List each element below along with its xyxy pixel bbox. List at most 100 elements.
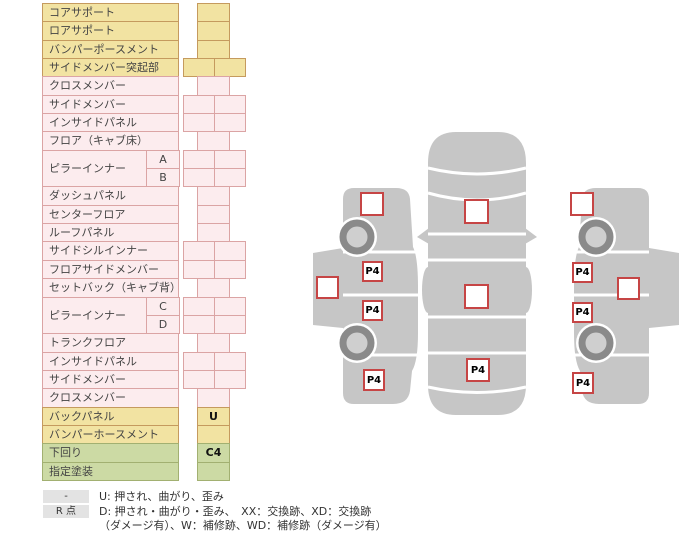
damage-cell[interactable]: C4 bbox=[197, 443, 230, 463]
damage-cell[interactable] bbox=[214, 149, 246, 170]
marker-right-side-roof-side[interactable] bbox=[617, 277, 640, 300]
part-sub-label: D bbox=[146, 314, 180, 335]
part-label: サイドメンバー bbox=[42, 369, 179, 390]
part-label: ピラーインナー bbox=[42, 296, 147, 335]
part-label: バンパーホースメント bbox=[42, 424, 179, 445]
damage-cell[interactable] bbox=[197, 223, 230, 243]
part-label: ダッシュパネル bbox=[42, 186, 179, 206]
damage-cell[interactable] bbox=[197, 278, 230, 298]
left-door-handle bbox=[422, 267, 434, 313]
part-label: バンパーポースメント bbox=[42, 39, 179, 60]
damage-cell[interactable] bbox=[214, 314, 246, 335]
marker-left-side-rear-fender[interactable]: P4 bbox=[363, 369, 385, 391]
part-label: クロスメンバー bbox=[42, 388, 179, 408]
damage-cell[interactable] bbox=[214, 58, 246, 78]
table-row: ルーフパネル bbox=[42, 223, 292, 243]
damage-cell[interactable] bbox=[197, 21, 230, 41]
left-mirror-icon bbox=[417, 228, 429, 244]
damage-cell[interactable] bbox=[183, 241, 215, 261]
damage-cell[interactable] bbox=[197, 388, 230, 408]
parts-table: コアサポート ロアサポート バンパーポースメント サイドメンバー突起部 クロスメンバーサ… bbox=[42, 3, 292, 481]
damage-cell[interactable] bbox=[183, 259, 215, 280]
damage-cell[interactable] bbox=[214, 241, 246, 261]
part-label: ルーフパネル bbox=[42, 223, 179, 243]
damage-cell[interactable] bbox=[214, 94, 246, 115]
part-label: インサイドパネル bbox=[42, 351, 179, 371]
damage-cell[interactable] bbox=[183, 314, 215, 335]
part-sub-label: B bbox=[146, 168, 180, 188]
part-label: フロアサイドメンバー bbox=[42, 259, 179, 280]
part-label: サイドメンバー bbox=[42, 94, 179, 115]
part-label: トランクフロア bbox=[42, 333, 179, 353]
table-row: バンパーポースメント bbox=[42, 39, 292, 60]
marker-right-side-rear-fender[interactable]: P4 bbox=[572, 372, 594, 394]
damage-cell[interactable] bbox=[214, 296, 246, 316]
marker-top-roof[interactable] bbox=[464, 284, 489, 309]
damage-cell[interactable] bbox=[183, 149, 215, 170]
car-silhouettes bbox=[313, 132, 679, 415]
right-front-wheel-icon bbox=[576, 217, 616, 257]
damage-cell[interactable]: U bbox=[197, 406, 230, 426]
legend: - U: 押され、曲がり、歪み R 点 D: 押され・曲がり・歪み、 XX：交換… bbox=[43, 490, 387, 533]
table-row: インサイドパネル bbox=[42, 351, 292, 371]
right-rear-wheel-icon bbox=[576, 323, 616, 363]
legend-line-d-cont: （ダメージ有）、W：補修跡、WD：補修跡（ダメージ有） bbox=[99, 519, 387, 532]
top-view-body bbox=[428, 132, 526, 415]
marker-left-side-rear-door[interactable]: P4 bbox=[362, 300, 383, 321]
marker-top-trunk[interactable]: P4 bbox=[466, 358, 490, 382]
damage-cell[interactable] bbox=[183, 113, 215, 133]
damage-cell[interactable] bbox=[197, 333, 230, 353]
damage-cell[interactable] bbox=[183, 369, 215, 390]
damage-cell[interactable] bbox=[197, 76, 230, 96]
damage-cell[interactable] bbox=[214, 259, 246, 280]
marker-right-side-front-fender[interactable] bbox=[570, 192, 594, 216]
table-row: ピラーインナー C D bbox=[42, 296, 292, 335]
legend-spacer bbox=[43, 519, 89, 533]
table-row: バンパーホースメント bbox=[42, 424, 292, 445]
damage-cell[interactable] bbox=[183, 351, 215, 371]
marker-left-side-roof-side[interactable] bbox=[316, 276, 339, 299]
table-row: 下回り C4 bbox=[42, 443, 292, 463]
damage-cell[interactable] bbox=[197, 424, 230, 445]
legend-line-d: D: 押され・曲がり・歪み、 XX：交換跡、XD：交換跡 bbox=[99, 504, 372, 518]
damage-cell[interactable] bbox=[214, 113, 246, 133]
table-row: ピラーインナー A B bbox=[42, 149, 292, 188]
damage-cell[interactable] bbox=[183, 296, 215, 316]
table-row: サイドシルインナー bbox=[42, 241, 292, 261]
left-rear-wheel-icon bbox=[337, 323, 377, 363]
damage-cell[interactable] bbox=[183, 58, 215, 78]
right-door-handle bbox=[520, 267, 532, 313]
damage-cell[interactable] bbox=[197, 39, 230, 60]
part-label: コアサポート bbox=[42, 3, 179, 23]
legend-badge-r-point: R 点 bbox=[43, 504, 89, 518]
part-label: インサイドパネル bbox=[42, 113, 179, 133]
part-sub-label: A bbox=[146, 149, 180, 170]
car-diagram: P4 P4 P4 P4 P4 P4 P4 bbox=[300, 125, 692, 425]
damage-cell[interactable] bbox=[197, 186, 230, 206]
damage-cell[interactable] bbox=[197, 204, 230, 225]
table-row: サイドメンバー突起部 bbox=[42, 58, 292, 78]
marker-left-side-front-door[interactable]: P4 bbox=[362, 261, 383, 282]
damage-cell[interactable] bbox=[183, 94, 215, 115]
damage-cell[interactable] bbox=[214, 168, 246, 188]
marker-right-side-front-door[interactable]: P4 bbox=[572, 262, 593, 283]
table-row: ダッシュパネル bbox=[42, 186, 292, 206]
damage-cell[interactable] bbox=[197, 3, 230, 23]
marker-left-side-front-fender[interactable] bbox=[360, 192, 384, 216]
marker-right-side-rear-door[interactable]: P4 bbox=[572, 302, 593, 323]
right-mirror-icon bbox=[525, 228, 537, 244]
damage-cell[interactable] bbox=[183, 168, 215, 188]
part-label: フロア（キャブ床） bbox=[42, 131, 179, 151]
table-row: サイドメンバー bbox=[42, 94, 292, 115]
part-label: バックパネル bbox=[42, 406, 179, 426]
left-front-wheel-icon bbox=[337, 217, 377, 257]
wheels bbox=[337, 217, 616, 363]
damage-cell[interactable] bbox=[197, 461, 230, 481]
damage-cell[interactable] bbox=[214, 351, 246, 371]
part-label: センターフロア bbox=[42, 204, 179, 225]
marker-top-hood[interactable] bbox=[464, 199, 489, 224]
damage-cell[interactable] bbox=[197, 131, 230, 151]
right-side-roof-panel bbox=[649, 248, 679, 328]
part-label: ピラーインナー bbox=[42, 149, 147, 188]
damage-cell[interactable] bbox=[214, 369, 246, 390]
